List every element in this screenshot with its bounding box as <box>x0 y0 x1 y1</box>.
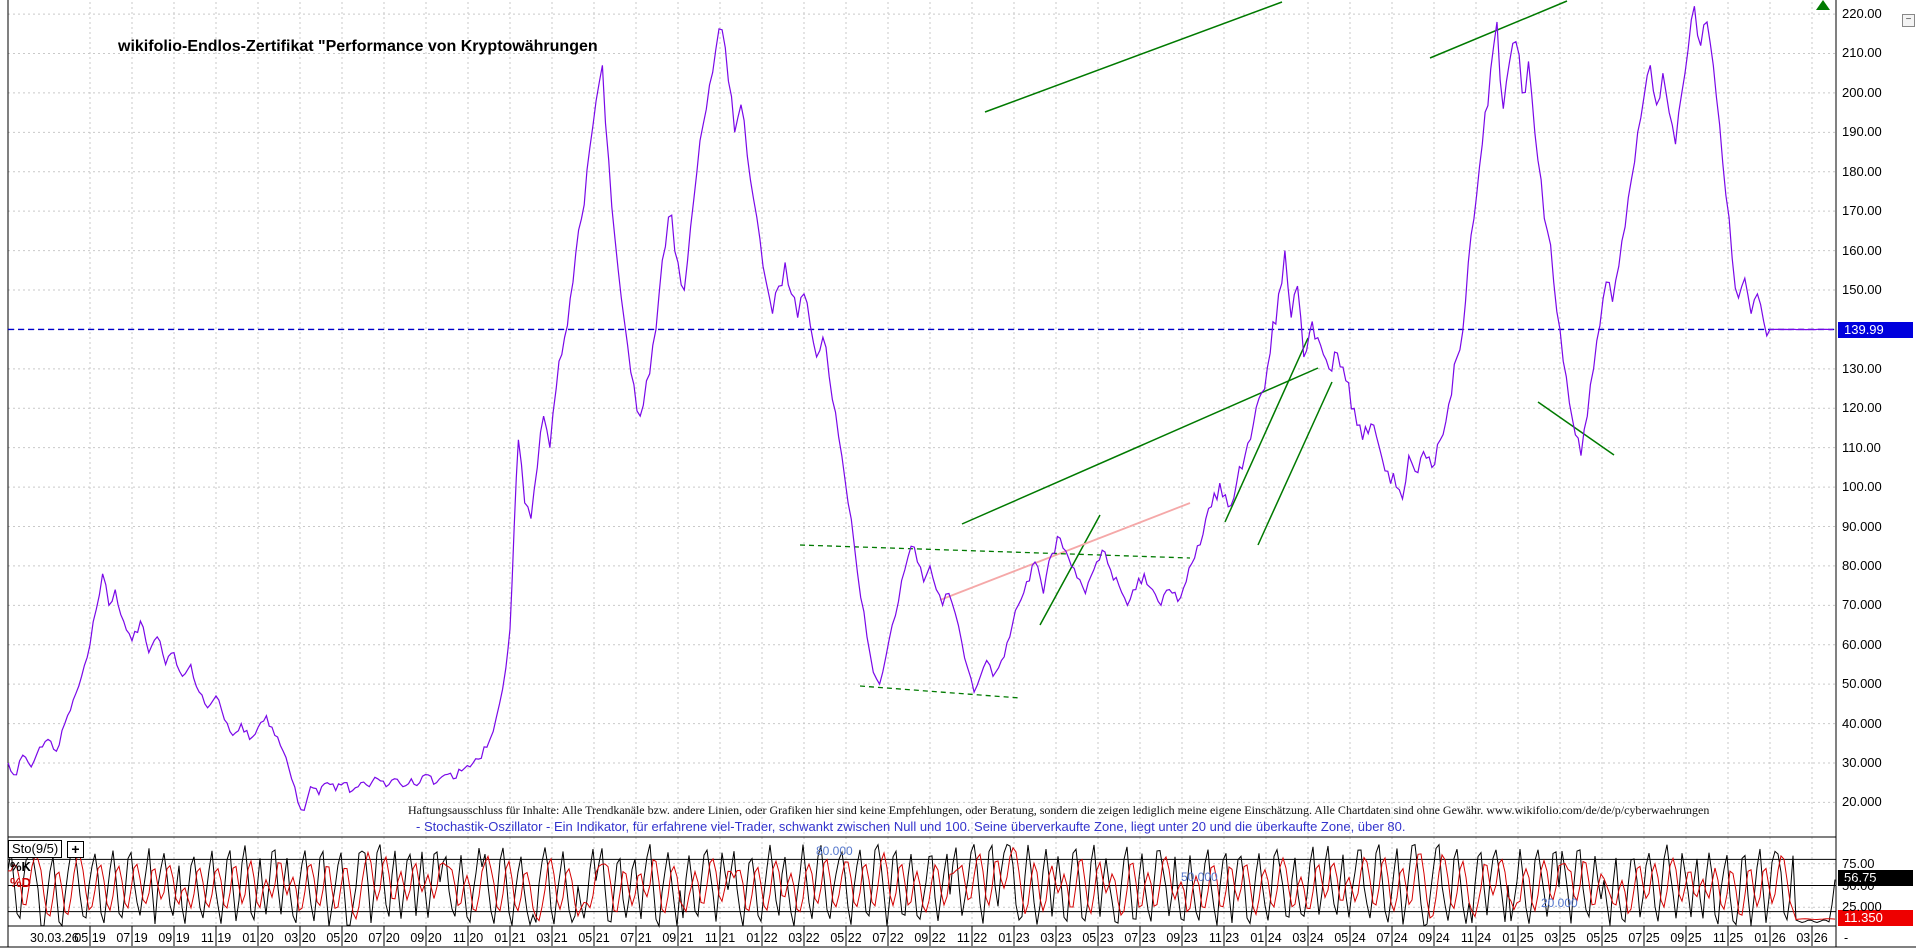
date-axis-trailing-label: - <box>1844 931 1849 945</box>
upper-channel-line-2 <box>1429 0 1568 59</box>
date-axis-label: 05 21 <box>578 931 610 945</box>
price-axis-label: 100.00 <box>1842 479 1882 495</box>
price-axis-label: 130.00 <box>1842 360 1882 376</box>
stochastic-d-badge: 11.350 <box>1838 910 1913 926</box>
date-axis-label: 03 25 <box>1544 931 1576 945</box>
date-axis-label: 09 23 <box>1166 931 1198 945</box>
rising-support-line <box>961 367 1319 525</box>
date-axis-label: 03 21 <box>536 931 568 945</box>
stochastic-d-line <box>8 846 1836 922</box>
price-axis-label: 70.000 <box>1842 597 1882 613</box>
percent-k-label: %K <box>10 859 31 874</box>
price-axis-label: 170.00 <box>1842 203 1882 219</box>
date-axis-label: 03 22 <box>788 931 820 945</box>
collapse-icon[interactable]: − <box>1902 14 1915 27</box>
date-axis-label: 11 19 <box>200 931 232 945</box>
price-axis-label: 190.00 <box>1842 124 1882 140</box>
date-axis-label: 05 19 <box>74 931 106 945</box>
price-axis-label: 110.00 <box>1842 439 1881 455</box>
price-axis-label: 40.000 <box>1842 715 1882 731</box>
price-axis-label: 80.000 <box>1842 557 1882 573</box>
price-axis-label: 180.00 <box>1842 163 1882 179</box>
price-axis-label: 50.000 <box>1842 676 1882 692</box>
date-axis-label: 05 23 <box>1082 931 1114 945</box>
oscillator-level-label: 80.000 <box>816 844 853 858</box>
date-axis-label: 09 20 <box>410 931 442 945</box>
green-up-arrow <box>1816 0 1830 10</box>
steep-channel-b <box>1257 381 1333 546</box>
date-axis-label: 09 21 <box>662 931 694 945</box>
date-axis-label: 07 22 <box>872 931 904 945</box>
date-axis-label: 07 21 <box>620 931 652 945</box>
date-axis-label: 07 24 <box>1376 931 1408 945</box>
date-axis-label: 01 24 <box>1250 931 1282 945</box>
date-axis-label: 05 25 <box>1586 931 1618 945</box>
date-axis-label: 01 25 <box>1502 931 1534 945</box>
date-axis-label: 11 24 <box>1460 931 1492 945</box>
stochastic-k-badge: 56.75 <box>1838 870 1913 886</box>
steep-channel-a <box>1224 337 1309 523</box>
price-axis-label: 150.00 <box>1842 282 1882 297</box>
date-axis-label: 05 20 <box>326 931 358 945</box>
date-axis-label: 01 21 <box>494 931 526 945</box>
price-axis-label: 20.000 <box>1842 794 1882 810</box>
price-axis-label: 160.00 <box>1842 242 1882 258</box>
date-axis-label: 09 24 <box>1418 931 1450 945</box>
date-axis-label: 07 23 <box>1124 931 1156 945</box>
short-trend-segment <box>1537 401 1615 456</box>
date-axis-label: 07 25 <box>1628 931 1660 945</box>
disclaimer-text: Haftungsausschluss für Inhalte: Alle Tre… <box>408 803 1710 817</box>
date-axis-label: 03 26 <box>1796 931 1828 945</box>
date-axis-first-label: 30.03.26 <box>30 931 79 945</box>
oscillator-level-label: 50.000 <box>1181 870 1218 884</box>
price-axis-label: 210.00 <box>1842 45 1882 61</box>
pink-trend-line <box>939 502 1191 601</box>
stochastic-description: - Stochastik-Oszillator - Ein Indikator,… <box>416 819 1406 834</box>
date-axis-label: 09 22 <box>914 931 946 945</box>
steep-trend-segment <box>1039 514 1101 626</box>
date-axis-label: 01 20 <box>242 931 274 945</box>
chart-title: wikifolio-Endlos-Zertifikat "Performance… <box>118 38 598 55</box>
price-axis-label: 30.000 <box>1842 755 1882 770</box>
price-axis-label: 60.000 <box>1842 636 1882 652</box>
oscillator-axis-label: 50.00 <box>1842 877 1875 893</box>
date-axis-label: 03 23 <box>1040 931 1072 945</box>
percent-d-label: %D <box>10 875 31 890</box>
date-axis-label: 01 23 <box>998 931 1030 945</box>
date-axis-label: 03 20 <box>284 931 316 945</box>
consolidation-floor-dashed <box>859 685 1021 699</box>
upper-channel-line <box>984 1 1283 113</box>
date-axis-label: 03 24 <box>1292 931 1324 945</box>
date-axis-label: 09 25 <box>1670 931 1702 945</box>
price-series-line <box>7 6 1834 811</box>
price-axis-label: 220.00 <box>1842 6 1882 22</box>
add-indicator-button[interactable]: + <box>67 841 84 858</box>
oscillator-axis-label: 75.00 <box>1842 855 1875 871</box>
date-axis-label: 11 23 <box>1208 931 1240 945</box>
date-axis-label: 07 19 <box>116 931 148 945</box>
date-axis-label: 09 19 <box>158 931 190 945</box>
date-axis-label: 11 25 <box>1712 931 1744 945</box>
indicator-label[interactable]: Sto(9/5) <box>8 840 63 858</box>
date-axis-label: 05 22 <box>830 931 862 945</box>
oscillator-level-label: 20.000 <box>1541 896 1578 910</box>
date-axis-label: 01 26 <box>1754 931 1786 945</box>
date-axis-label: 11 22 <box>956 931 988 945</box>
price-axis-label: 200.00 <box>1842 84 1882 100</box>
oscillator-axis-label: 25.000 <box>1842 899 1882 915</box>
price-axis-label: 120.00 <box>1842 400 1882 416</box>
date-axis-label: 05 24 <box>1334 931 1366 945</box>
price-axis-label: 90.000 <box>1842 518 1882 534</box>
consolidation-ceiling-dashed <box>799 544 1191 559</box>
current-price-badge: 139.99 <box>1838 322 1913 338</box>
date-axis-label: 07 20 <box>368 931 400 945</box>
date-axis-label: 01 22 <box>746 931 778 945</box>
date-axis-label: 11 20 <box>452 931 484 945</box>
date-axis-label: 11 21 <box>704 931 736 945</box>
stochastic-k-line <box>7 843 1836 928</box>
